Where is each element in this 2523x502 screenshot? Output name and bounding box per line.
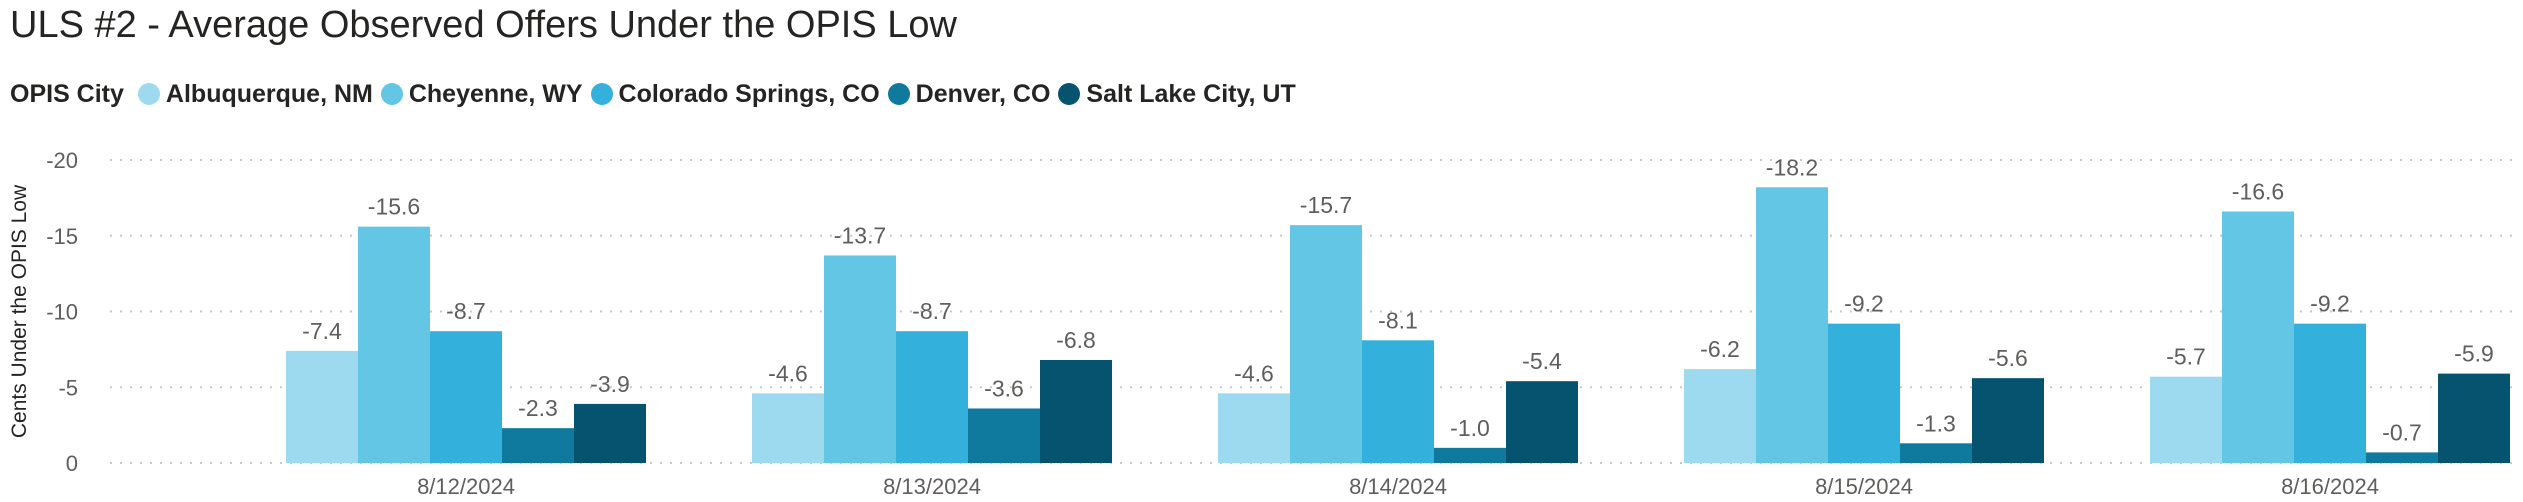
data-label: -7.4 [302,318,342,344]
x-tick-label: 8/13/2024 [883,474,981,499]
data-label: -9.2 [1844,291,1884,317]
legend-label-albuquerque: Albuquerque, NM [165,79,373,108]
y-tick-label: -10 [46,300,78,325]
y-axis-title: Cents Under the OPIS Low [8,184,31,438]
bar [752,393,824,463]
bar [824,255,896,463]
legend: OPIS City Albuquerque, NM Cheyenne, WY C… [10,76,1304,112]
bar [2366,452,2438,463]
bar [1828,323,1900,463]
data-label: -5.6 [1988,345,2028,371]
legend-title: OPIS City [10,79,124,108]
data-label: -3.9 [590,371,630,397]
data-label: -5.4 [1522,348,1562,374]
bar [286,350,358,463]
legend-marker-colorado-springs [590,83,613,105]
legend-item-salt-lake-city[interactable]: Salt Lake City, UT [1058,79,1296,109]
y-tick-label: 0 [66,451,78,476]
data-label: -13.7 [834,222,886,248]
x-tick-label: 8/16/2024 [2281,474,2379,499]
legend-item-denver[interactable]: Denver, CO [887,79,1051,109]
legend-item-colorado-springs[interactable]: Colorado Springs, CO [590,79,880,109]
legend-marker-albuquerque [137,83,160,105]
legend-marker-cheyenne [380,83,403,105]
data-label: -6.2 [1700,336,1740,362]
legend-marker-denver [887,83,910,105]
data-label: -9.2 [2310,291,2350,317]
bar [2150,376,2222,463]
bar [574,403,646,463]
legend-label-denver: Denver, CO [915,79,1051,108]
data-label: -8.7 [912,298,952,324]
bar [1290,225,1362,463]
bar [1756,187,1828,463]
chart-title: ULS #2 - Average Observed Offers Under t… [10,4,957,46]
legend-item-albuquerque[interactable]: Albuquerque, NM [137,79,373,109]
bar [1900,443,1972,463]
bar [502,428,574,463]
bar [2294,323,2366,463]
data-label: -16.6 [2232,179,2284,205]
bar [1040,359,1112,463]
bar [896,331,968,463]
bar [1972,378,2044,463]
data-label: -18.2 [1766,154,1818,180]
bar [2222,211,2294,463]
data-label: -6.8 [1056,327,1096,353]
data-label: -4.6 [768,360,808,386]
legend-item-cheyenne[interactable]: Cheyenne, WY [380,79,583,109]
bar [1434,447,1506,463]
x-tick-label: 8/15/2024 [1815,474,1913,499]
data-label: -2.3 [518,395,558,421]
bar [1218,393,1290,463]
legend-marker-salt-lake-city [1058,83,1081,105]
y-tick-label: -15 [46,224,78,249]
data-label: -3.6 [984,375,1024,401]
y-tick-label: -5 [58,375,78,400]
data-label: -5.7 [2166,344,2206,370]
y-tick-label: -20 [46,148,78,173]
data-label: -4.6 [1234,360,1274,386]
legend-label-salt-lake-city: Salt Lake City, UT [1086,79,1296,108]
data-label: -5.9 [2454,341,2494,367]
bar [2438,373,2510,463]
data-label: -1.3 [1916,410,1956,436]
bar [968,408,1040,463]
bar [1506,381,1578,463]
x-tick-label: 8/12/2024 [417,474,515,499]
data-label: -8.1 [1378,307,1418,333]
x-tick-label: 8/14/2024 [1349,474,1447,499]
data-label: -15.7 [1300,192,1352,218]
data-label: -0.7 [2382,419,2422,445]
data-label: -8.7 [446,298,486,324]
bar [1684,369,1756,463]
bar [430,331,502,463]
bar [358,226,430,463]
data-label: -15.6 [368,194,420,220]
bar [1362,340,1434,463]
legend-label-cheyenne: Cheyenne, WY [408,79,583,108]
legend-label-colorado-springs: Colorado Springs, CO [618,79,880,108]
data-label: -1.0 [1450,415,1490,441]
